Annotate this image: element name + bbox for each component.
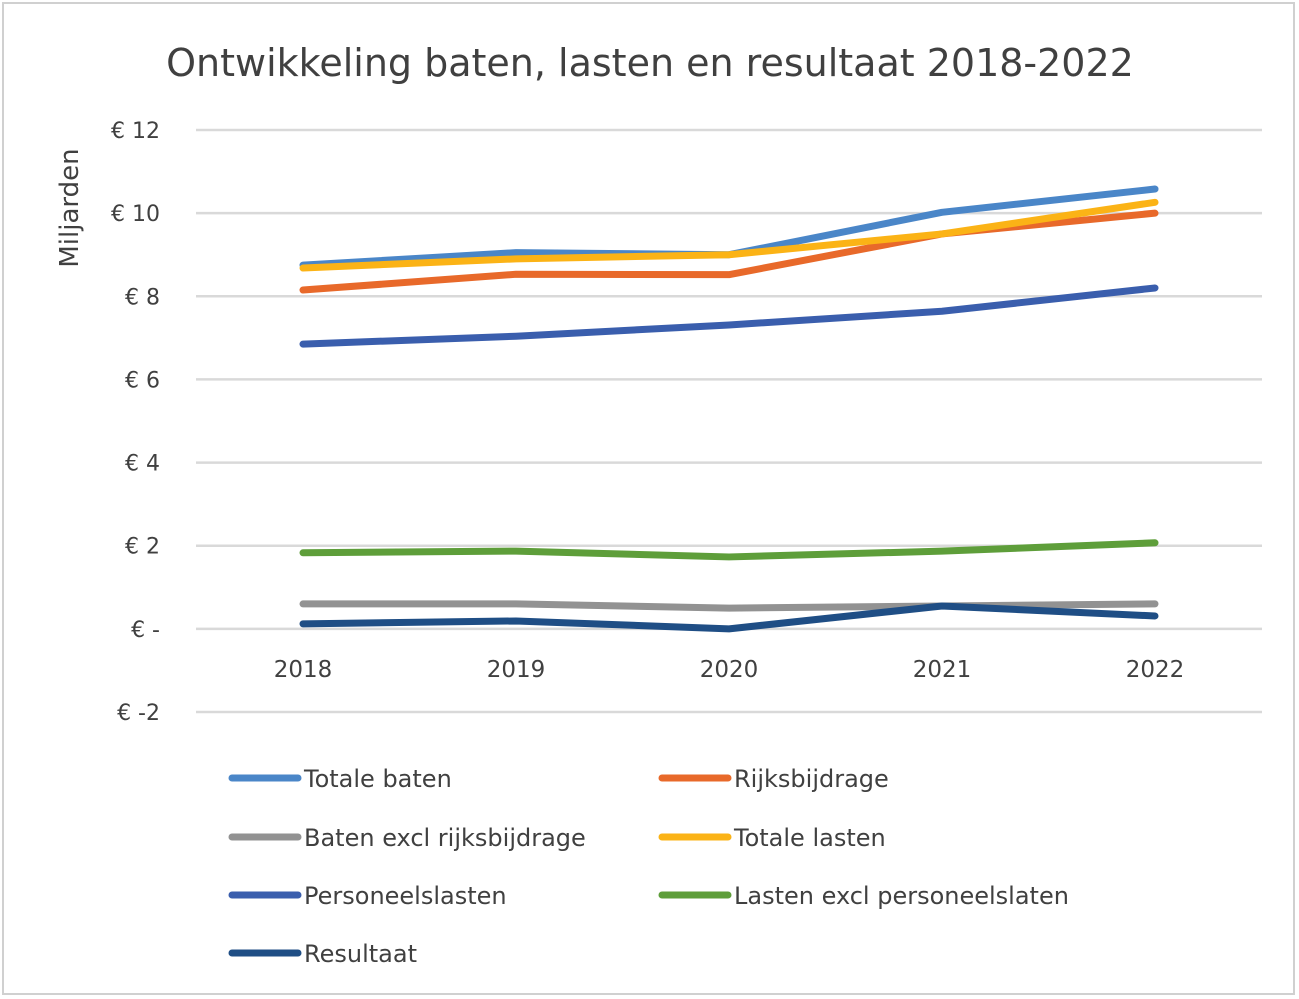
y-axis-label: Miljarden	[55, 148, 85, 267]
series-line-rijksbijdrage	[299, 209, 1159, 294]
x-tick-label: 2019	[487, 657, 546, 683]
series-line-totale-lasten	[299, 198, 1159, 272]
y-tick-label: € 8	[125, 285, 160, 310]
y-tick-label: € -	[131, 618, 160, 643]
series-lines	[299, 185, 1159, 633]
legend-item: Rijksbijdrage	[658, 765, 889, 793]
legend-item: Lasten excl personeelslaten	[658, 882, 1069, 910]
legend-item: Personeelslasten	[228, 882, 507, 910]
y-tick-label: € 12	[111, 119, 160, 144]
legend-label: Lasten excl personeelslaten	[734, 882, 1069, 910]
legend-item: Resultaat	[228, 940, 417, 968]
y-tick-label: € 6	[125, 368, 160, 393]
series-line-lasten-excl-personeelslaten	[299, 539, 1159, 561]
legend-label: Rijksbijdrage	[734, 765, 889, 793]
x-tick-label: 2022	[1126, 657, 1185, 683]
legend-label: Baten excl rijksbijdrage	[304, 824, 586, 852]
legend-label: Resultaat	[304, 940, 417, 968]
x-tick-label: 2018	[274, 657, 333, 683]
legend-label: Personeelslasten	[304, 882, 507, 910]
y-axis-ticks: € 12 € 10 € 8 € 6 € 4 € 2 € - € -2	[111, 119, 160, 726]
legend-item: Baten excl rijksbijdrage	[228, 824, 586, 852]
y-tick-label: € 2	[125, 535, 160, 560]
y-tick-label: € 4	[125, 452, 160, 477]
series-line-baten-excl-rijksbijdrage	[299, 600, 1159, 612]
x-axis-ticks: 2018 2019 2020 2021 2022	[274, 657, 1185, 683]
x-tick-label: 2020	[700, 657, 759, 683]
legend-label: Totale baten	[303, 765, 452, 793]
series-line-personeelslasten	[299, 284, 1159, 348]
x-tick-label: 2021	[913, 657, 972, 683]
legend-item: Totale baten	[228, 765, 452, 793]
chart-title: Ontwikkeling baten, lasten en resultaat …	[166, 41, 1134, 85]
y-tick-label: € 10	[111, 202, 160, 227]
legend: Totale baten Rijksbijdrage Baten excl rijk…	[228, 765, 1069, 968]
series-line-resultaat	[299, 602, 1159, 633]
legend-label: Totale lasten	[733, 824, 886, 852]
legend-item: Totale lasten	[658, 824, 886, 852]
y-tick-label: € -2	[117, 701, 160, 726]
